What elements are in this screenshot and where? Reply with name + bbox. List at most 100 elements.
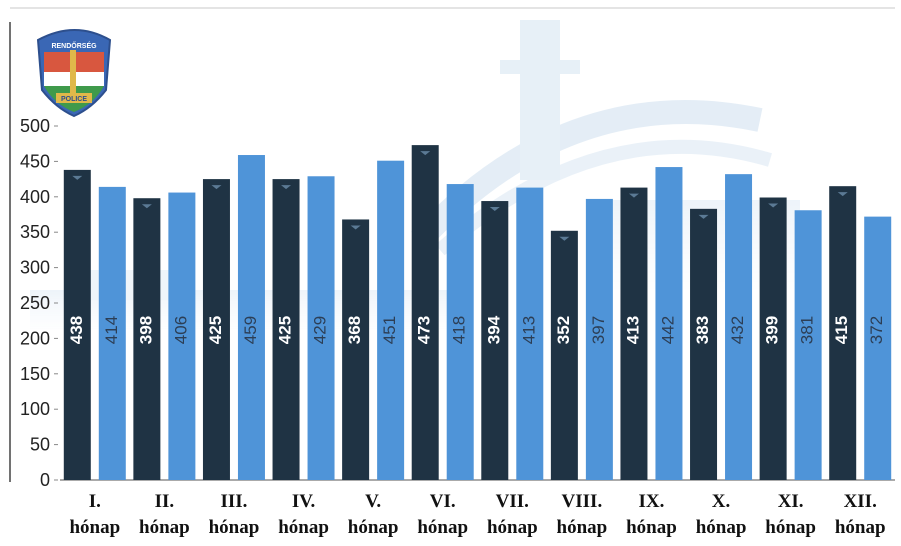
x-tick-label-numeral: VII.: [496, 491, 529, 512]
bar-highlight: [141, 204, 152, 209]
data-label: 438: [67, 316, 86, 344]
bar-highlight: [837, 192, 848, 197]
x-tick-label-numeral: I.: [89, 491, 101, 512]
emblem-top-text: RENDŐRSÉG: [51, 41, 97, 50]
x-tick-label-numeral: IV.: [292, 491, 315, 512]
bar-series-light: [98, 186, 126, 480]
bar-series-dark: [202, 179, 230, 480]
y-tick-label: 50: [30, 435, 50, 455]
bar-highlight: [559, 236, 570, 241]
data-label: 399: [763, 316, 782, 344]
data-label: 425: [276, 316, 295, 344]
data-label: 394: [484, 315, 503, 344]
data-label: 398: [136, 316, 155, 344]
y-tick-label: 100: [20, 399, 50, 419]
data-label: 473: [415, 316, 434, 344]
bar-highlight: [698, 214, 709, 219]
x-tick-label-unit: hónap: [696, 517, 747, 538]
data-label: 415: [832, 316, 851, 344]
bar-series-dark: [829, 186, 857, 480]
x-tick-label-unit: hónap: [417, 517, 468, 538]
bar-series-dark: [481, 201, 509, 480]
emblem-bottom-text: POLICE: [61, 96, 87, 103]
x-tick-label-numeral: V.: [365, 491, 381, 512]
data-label: 397: [589, 316, 608, 344]
bars-layer: [63, 145, 892, 481]
data-label: 413: [519, 316, 538, 344]
bar-series-dark: [620, 187, 648, 480]
y-tick-label: 0: [40, 470, 50, 490]
data-label: 451: [380, 316, 399, 344]
x-tick-label-unit: hónap: [557, 517, 608, 538]
y-tick-label: 200: [20, 328, 50, 348]
x-tick-label-numeral: VI.: [430, 491, 456, 512]
bar-series-light: [585, 198, 613, 480]
x-tick-label-unit: hónap: [278, 517, 329, 538]
bar-highlight: [628, 193, 639, 198]
x-tick-label-unit: hónap: [626, 517, 677, 538]
bar-series-dark: [342, 219, 370, 480]
bar-series-light: [864, 216, 892, 480]
bar-series-dark: [272, 179, 300, 480]
x-tick-label-unit: hónap: [765, 517, 816, 538]
x-tick-label-numeral: VIII.: [562, 491, 603, 512]
data-label: 406: [171, 316, 190, 344]
x-tick-label-numeral: X.: [712, 491, 730, 512]
bar-series-dark: [759, 197, 787, 480]
x-tick-label-unit: hónap: [835, 517, 886, 538]
data-label: 381: [798, 316, 817, 344]
y-tick-label: 150: [20, 364, 50, 384]
police-emblem: RENDŐRSÉG POLICE: [36, 29, 112, 118]
data-label: 459: [241, 316, 260, 344]
x-tick-label-numeral: III.: [220, 491, 247, 512]
x-tick-label-numeral: XII.: [844, 491, 877, 512]
x-tick-label-numeral: IX.: [639, 491, 665, 512]
bar-highlight: [489, 207, 500, 212]
data-label: 352: [554, 316, 573, 344]
y-tick-label: 250: [20, 293, 50, 313]
x-tick-label-unit: hónap: [209, 517, 260, 538]
x-tick-label-numeral: XI.: [778, 491, 804, 512]
bar-series-light: [516, 187, 544, 480]
bar-series-dark: [133, 198, 161, 480]
bar-series-light: [725, 174, 753, 481]
bar-series-light: [446, 184, 474, 480]
data-label: 432: [728, 316, 747, 344]
bar-highlight: [211, 185, 222, 190]
data-labels-layer: 438 414 398 406 425 459 425 429 368 451 473 418 394 4…: [67, 315, 886, 344]
bar-series-dark: [550, 230, 578, 480]
bar-highlight: [350, 225, 361, 230]
x-tick-labels: I. hónap II. hónap III. hónap IV. hónap V. hónap V…: [69, 491, 885, 538]
data-label: 414: [102, 316, 121, 344]
x-tick-label-unit: hónap: [139, 517, 190, 538]
x-tick-label-unit: hónap: [69, 517, 120, 538]
bar-highlight: [768, 203, 779, 208]
bar-series-dark: [411, 145, 439, 480]
bar-series-light: [168, 192, 196, 480]
y-tick-label: 450: [20, 151, 50, 171]
y-tick-label: 350: [20, 222, 50, 242]
data-label: 368: [345, 316, 364, 344]
x-tick-label-numeral: II.: [155, 491, 175, 512]
bar-highlight: [281, 185, 292, 190]
x-tick-label-unit: hónap: [487, 517, 538, 538]
bar-series-dark: [63, 169, 91, 480]
data-label: 425: [206, 316, 225, 344]
y-tick-label: 300: [20, 258, 50, 278]
y-tick-label: 500: [20, 116, 50, 136]
bar-series-light: [377, 160, 405, 480]
data-label: 372: [867, 316, 886, 344]
bar-series-light: [237, 155, 265, 480]
bar-series-light: [655, 167, 683, 480]
bar-series-light: [794, 210, 822, 480]
x-tick-label-unit: hónap: [348, 517, 399, 538]
data-label: 442: [658, 316, 677, 344]
data-label: 429: [311, 316, 330, 344]
data-label: 418: [450, 316, 469, 344]
axis-layer: 0 50 100 150 200 250 300 350 400 450 500: [20, 116, 895, 490]
y-tick-label: 400: [20, 187, 50, 207]
bar-highlight: [72, 175, 83, 180]
bar-series-light: [307, 176, 335, 480]
